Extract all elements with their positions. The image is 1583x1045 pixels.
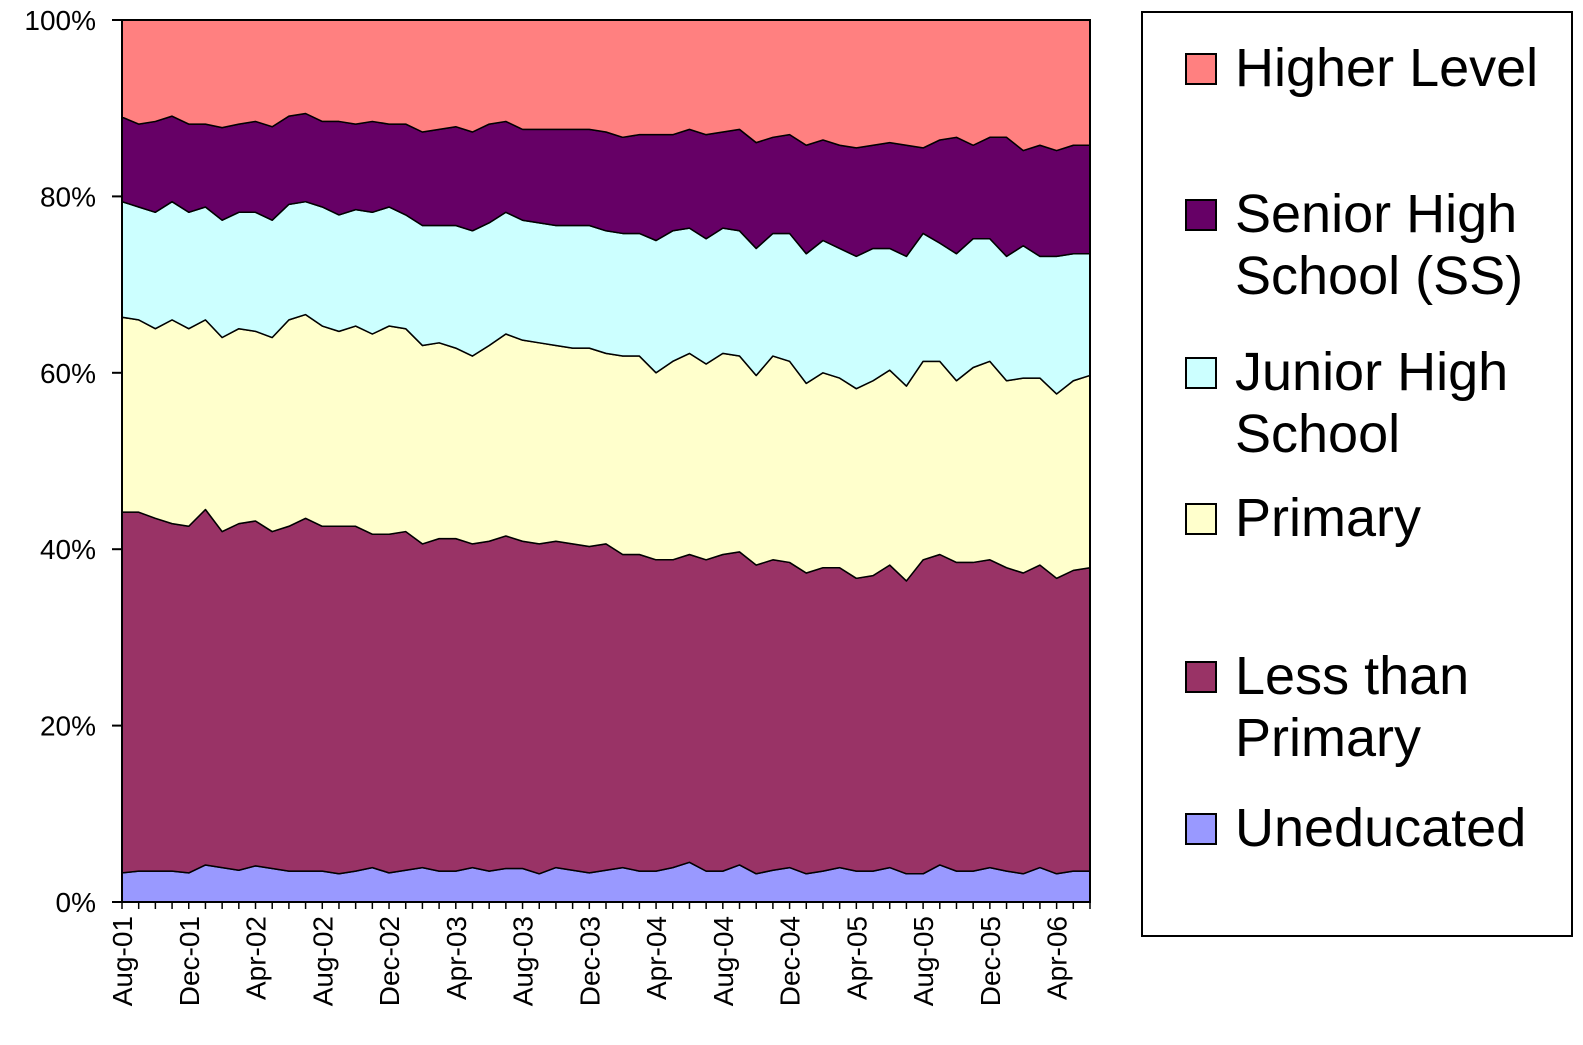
x-tick-label: Apr-02 [241, 916, 272, 1000]
legend: Higher Level Senior High School (SS) Junio… [1141, 11, 1573, 937]
legend-item-higher-level: Higher Level [1185, 37, 1575, 99]
y-tick-label: 0% [56, 887, 96, 918]
x-tick-label: Apr-06 [1042, 916, 1073, 1000]
x-tick-label: Aug-05 [908, 916, 939, 1006]
legend-label: Junior High School [1235, 342, 1509, 464]
x-tick-label: Aug-03 [508, 916, 539, 1006]
legend-swatch [1185, 503, 1217, 535]
axes-group: 0% 20% 40% 60% 80% 100% Aug-01 Dec-01 Apr-02 Aug-… [24, 5, 1091, 1006]
legend-swatch [1185, 661, 1217, 693]
x-tick-label: Aug-02 [307, 916, 338, 1006]
legend-label: Uneducated [1235, 798, 1527, 858]
x-tick-label: Dec-01 [174, 916, 205, 1006]
area-series-group [121, 19, 1091, 903]
x-tick-label: Aug-01 [107, 916, 138, 1006]
legend-swatch [1185, 53, 1217, 85]
x-tick-label: Dec-04 [775, 916, 806, 1006]
area-less-than-primary [121, 508, 1091, 875]
x-tick-label: Apr-04 [641, 916, 672, 1000]
legend-label: Senior High School (SS) [1235, 184, 1524, 306]
x-tick-label: Dec-03 [574, 916, 605, 1006]
legend-swatch [1185, 199, 1217, 231]
x-tick-label: Apr-03 [441, 916, 472, 1000]
y-tick-label: 100% [24, 5, 96, 36]
y-tick-label: 60% [40, 358, 96, 389]
y-tick-label: 20% [40, 711, 96, 742]
y-tick-label: 40% [40, 534, 96, 565]
legend-label: Primary [1235, 488, 1421, 548]
legend-item-senior-high-school-ss: Senior High School (SS) [1185, 183, 1575, 307]
x-tick-label: Aug-04 [708, 916, 739, 1006]
y-tick-label: 80% [40, 181, 96, 212]
x-tick-label: Dec-02 [374, 916, 405, 1006]
legend-item-primary: Primary [1185, 487, 1575, 549]
legend-item-junior-high-school: Junior High School [1185, 341, 1575, 465]
x-tick-label: Dec-05 [975, 916, 1006, 1006]
x-tick-label: Apr-05 [841, 916, 872, 1000]
legend-label: Higher Level [1235, 38, 1539, 98]
legend-label: Less than Primary [1235, 646, 1470, 768]
legend-item-uneducated: Uneducated [1185, 797, 1575, 859]
legend-item-less-than-primary: Less than Primary [1185, 645, 1575, 769]
legend-swatch [1185, 357, 1217, 389]
legend-swatch [1185, 813, 1217, 845]
